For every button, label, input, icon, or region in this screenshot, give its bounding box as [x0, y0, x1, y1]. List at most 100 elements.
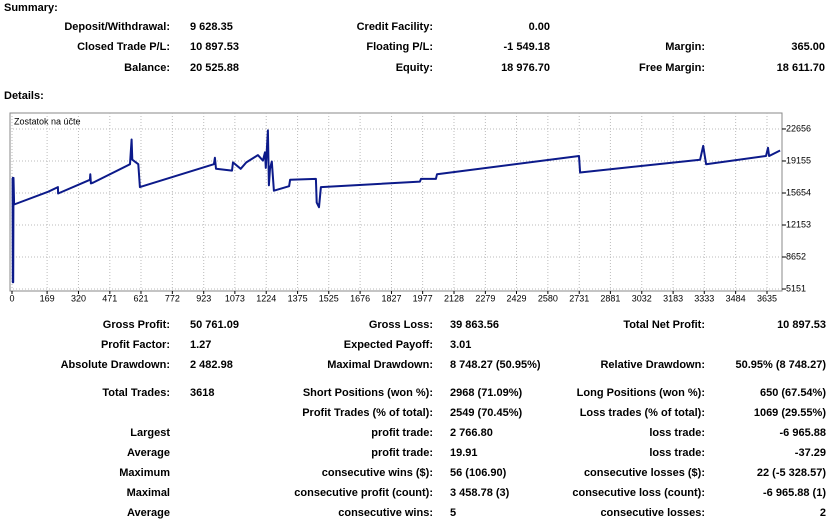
detail-label: Largest	[130, 427, 170, 439]
detail-label: Relative Drawdown:	[600, 359, 705, 371]
x-tick-label: 2881	[600, 293, 620, 303]
detail-value: -6 965.88	[780, 427, 826, 439]
detail-value: 56 (106.90)	[450, 467, 507, 479]
detail-value: 1069 (29.55%)	[754, 407, 826, 419]
x-tick-label: 1676	[350, 293, 370, 303]
y-tick-label: 19155	[786, 155, 811, 165]
summary-value: 9 628.35	[190, 21, 233, 33]
summary-label: Free Margin:	[639, 62, 705, 74]
x-tick-label: 621	[133, 293, 148, 303]
detail-value: 2	[820, 507, 826, 519]
detail-value: 22 (-5 328.57)	[757, 467, 826, 479]
detail-label: Gross Profit:	[103, 319, 170, 331]
x-tick-label: 3333	[694, 293, 714, 303]
summary-label: Margin:	[665, 41, 705, 53]
detail-label: consecutive wins:	[338, 507, 433, 519]
x-tick-label: 3183	[663, 293, 683, 303]
x-tick-label: 1827	[381, 293, 401, 303]
summary-value: 20 525.88	[190, 62, 239, 74]
y-tick-label: 8652	[786, 251, 806, 261]
summary-value: 10 897.53	[190, 41, 239, 53]
detail-label: Gross Loss:	[369, 319, 433, 331]
x-tick-label: 1977	[413, 293, 433, 303]
detail-label: Short Positions (won %):	[303, 387, 433, 399]
detail-value: 8 748.27 (50.95%)	[450, 359, 541, 371]
balance-line	[11, 129, 781, 284]
detail-value: 2 482.98	[190, 359, 233, 371]
detail-label: Profit Trades (% of total):	[302, 407, 433, 419]
summary-label: Closed Trade P/L:	[77, 41, 170, 53]
summary-value: 0.00	[529, 21, 550, 33]
detail-label: Long Positions (won %):	[577, 387, 705, 399]
detail-label: Absolute Drawdown:	[61, 359, 170, 371]
x-tick-label: 2279	[475, 293, 495, 303]
chart-frame	[9, 112, 783, 292]
detail-label: loss trade:	[649, 447, 705, 459]
detail-value: 10 897.53	[777, 319, 826, 331]
detail-value: 39 863.56	[450, 319, 499, 331]
detail-label: Total Net Profit:	[623, 319, 705, 331]
detail-value: 2549 (70.45%)	[450, 407, 522, 419]
summary-value: 365.00	[791, 41, 825, 53]
summary-label: Deposit/Withdrawal:	[64, 21, 170, 33]
x-tick-label: 2429	[506, 293, 526, 303]
x-tick-label: 169	[40, 293, 55, 303]
detail-label: Total Trades:	[102, 387, 170, 399]
detail-label: profit trade:	[371, 427, 433, 439]
x-tick-label: 1073	[225, 293, 245, 303]
x-tick-label: 1224	[256, 293, 276, 303]
summary-value: -1 549.18	[504, 41, 550, 53]
x-tick-label: 3484	[726, 293, 746, 303]
y-tick-label: 12153	[786, 219, 811, 229]
detail-value: -6 965.88 (1)	[763, 487, 826, 499]
detail-value: 3 458.78 (3)	[450, 487, 510, 499]
detail-value: 1.27	[190, 339, 211, 351]
detail-label: Maximum	[119, 467, 170, 479]
detail-value: 3.01	[450, 339, 471, 351]
detail-value: -37.29	[795, 447, 826, 459]
x-tick-label: 3635	[757, 293, 777, 303]
detail-label: Average	[127, 447, 170, 459]
detail-label: consecutive profit (count):	[294, 487, 433, 499]
detail-value: 19.91	[450, 447, 478, 459]
summary-label: Balance:	[124, 62, 170, 74]
detail-label: Maximal	[127, 487, 170, 499]
detail-label: Loss trades (% of total):	[580, 407, 705, 419]
summary-label: Credit Facility:	[357, 21, 433, 33]
detail-value: 2 766.80	[450, 427, 493, 439]
y-tick-label: 5151	[786, 283, 806, 293]
x-tick-label: 320	[71, 293, 86, 303]
detail-label: Expected Payoff:	[344, 339, 433, 351]
x-tick-label: 2580	[538, 293, 558, 303]
detail-value: 2968 (71.09%)	[450, 387, 522, 399]
x-tick-label: 2128	[444, 293, 464, 303]
detail-label: Maximal Drawdown:	[327, 359, 433, 371]
x-tick-label: 923	[196, 293, 211, 303]
y-tick-label: 22656	[786, 123, 811, 133]
x-tick-label: 471	[102, 293, 117, 303]
x-tick-label: 0	[9, 293, 14, 303]
detail-value: 5	[450, 507, 456, 519]
detail-value: 50 761.09	[190, 319, 239, 331]
y-tick-label: 15654	[786, 187, 811, 197]
summary-label: Floating P/L:	[366, 41, 433, 53]
detail-label: consecutive losses:	[600, 507, 705, 519]
summary-label: Equity:	[396, 62, 433, 74]
detail-label: Average	[127, 507, 170, 519]
detail-label: consecutive wins ($):	[322, 467, 433, 479]
detail-label: loss trade:	[649, 427, 705, 439]
x-tick-label: 3032	[632, 293, 652, 303]
summary-title: Summary:	[4, 2, 58, 14]
detail-value: 650 (67.54%)	[760, 387, 826, 399]
summary-value: 18 611.70	[777, 62, 825, 74]
x-tick-label: 2731	[569, 293, 589, 303]
x-tick-label: 1525	[319, 293, 339, 303]
chart-title: Zostatok na účte	[14, 116, 81, 126]
summary-value: 18 976.70	[501, 62, 550, 74]
detail-label: Profit Factor:	[101, 339, 170, 351]
x-tick-label: 772	[165, 293, 180, 303]
detail-label: profit trade:	[371, 447, 433, 459]
detail-value: 50.95% (8 748.27)	[735, 359, 826, 371]
